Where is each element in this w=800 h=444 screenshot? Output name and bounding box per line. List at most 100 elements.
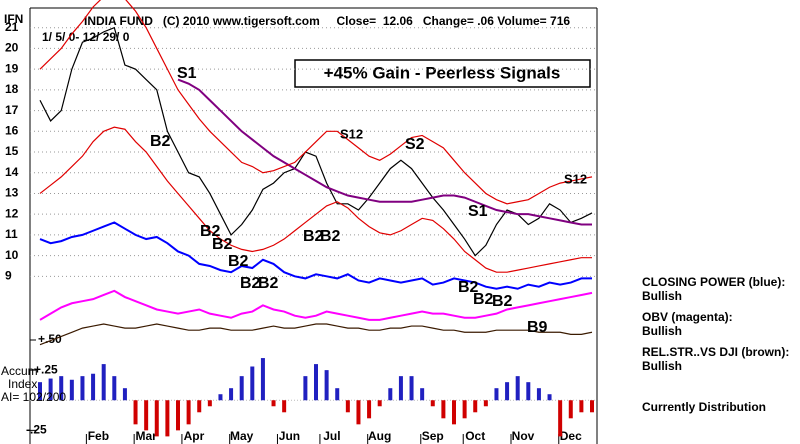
accum-bar bbox=[218, 394, 223, 401]
x-tick-label: Apr bbox=[184, 429, 205, 443]
signal-label: S1 bbox=[468, 203, 488, 220]
banner: +45% Gain - Peerless Signals bbox=[324, 63, 561, 82]
accum-bar bbox=[260, 358, 265, 401]
accum-bar bbox=[558, 400, 563, 437]
side-note: OBV (magenta): bbox=[642, 310, 733, 324]
accum-bar bbox=[101, 364, 106, 401]
x-tick-label: Mar bbox=[135, 429, 157, 443]
x-tick-label: May bbox=[230, 429, 254, 443]
accum-bar bbox=[515, 376, 520, 401]
accum-bar bbox=[441, 400, 446, 419]
accum-bar bbox=[229, 388, 234, 401]
accum-bar bbox=[112, 376, 117, 401]
accum-bar bbox=[122, 388, 127, 401]
accum-bar bbox=[80, 376, 85, 401]
accum-bar bbox=[59, 376, 64, 401]
accum-bar bbox=[473, 400, 478, 413]
accum-bar bbox=[207, 400, 212, 407]
accum-bar bbox=[239, 376, 244, 401]
accum-bar bbox=[324, 370, 329, 401]
signal-label: S2 bbox=[405, 136, 425, 153]
panel-label: Index bbox=[8, 377, 37, 391]
y2-tick-label: -.25 bbox=[26, 423, 47, 437]
y-tick-label: 9 bbox=[5, 269, 12, 283]
signal-label: B2 bbox=[473, 291, 494, 308]
y-tick-label: 14 bbox=[5, 165, 19, 179]
y-tick-label: 13 bbox=[5, 186, 19, 200]
accum-bar bbox=[186, 400, 191, 425]
signal-label: B2 bbox=[303, 228, 324, 245]
banner-box bbox=[294, 59, 591, 88]
series-line bbox=[39, 126, 592, 273]
accum-bar bbox=[452, 400, 456, 425]
series-line bbox=[39, 26, 593, 257]
accum-bar bbox=[303, 376, 308, 401]
series-line bbox=[39, 289, 593, 321]
accum-bar bbox=[197, 400, 202, 413]
y-tick-label: 11 bbox=[5, 227, 18, 241]
accum-bar bbox=[271, 400, 276, 407]
x-tick-label: Nov bbox=[512, 429, 535, 443]
date-range: 1/ 5/ 0- 12/ 29/ 0 bbox=[42, 30, 130, 44]
signal-label: B2 bbox=[240, 275, 261, 292]
side-note: Bullish bbox=[642, 289, 682, 303]
accum-bar bbox=[494, 388, 499, 401]
accum-bar bbox=[568, 400, 573, 419]
accum-bar bbox=[377, 400, 382, 407]
y-tick-label: 19 bbox=[5, 61, 19, 75]
accum-bar bbox=[367, 400, 372, 419]
y-tick-label: 18 bbox=[5, 82, 19, 96]
x-tick-label: Aug bbox=[368, 429, 391, 443]
accum-bar bbox=[398, 376, 403, 401]
y-tick-label: 16 bbox=[5, 123, 19, 137]
signal-label: B2 bbox=[228, 253, 249, 270]
accum-bar bbox=[250, 366, 255, 401]
x-tick-label: Oct bbox=[465, 429, 485, 443]
x-tick-label: Jul bbox=[323, 429, 340, 443]
side-note: Bullish bbox=[642, 359, 682, 373]
side-note: Bullish bbox=[642, 324, 682, 338]
panel-label: AI= 102/200 bbox=[1, 390, 66, 404]
y-tick-label: 21 bbox=[5, 20, 19, 34]
accum-bar bbox=[91, 373, 96, 401]
accum-bar bbox=[505, 382, 510, 401]
series-line bbox=[39, 323, 593, 346]
signal-label: S12 bbox=[340, 126, 363, 141]
signal-label: B2 bbox=[458, 279, 479, 296]
accum-bar bbox=[579, 400, 584, 413]
signal-label: B9 bbox=[527, 319, 548, 336]
series-line bbox=[177, 78, 592, 226]
ticker: IFN bbox=[4, 12, 23, 26]
y-tick-label: 15 bbox=[5, 144, 19, 158]
y-tick-label: 20 bbox=[5, 41, 19, 55]
signal-label: B2 bbox=[200, 223, 221, 240]
accum-bar bbox=[409, 376, 414, 401]
accum-bar bbox=[48, 378, 53, 401]
accum-bar bbox=[420, 388, 425, 401]
accum-bar bbox=[430, 400, 435, 407]
series-line bbox=[39, 0, 593, 205]
panel-label: Accum bbox=[1, 364, 38, 378]
side-note: REL.STR..VS DJI (brown): bbox=[642, 345, 789, 359]
accum-bar bbox=[335, 388, 340, 401]
y-tick-label: 17 bbox=[5, 103, 19, 117]
accum-bar bbox=[133, 400, 138, 425]
signal-label: B2 bbox=[212, 236, 233, 253]
side-note: CLOSING POWER (blue): bbox=[642, 275, 785, 289]
accum-bar bbox=[590, 400, 594, 413]
x-tick-label: Jun bbox=[279, 429, 300, 443]
signal-label: S1 bbox=[177, 65, 197, 82]
signal-label: B2 bbox=[492, 293, 513, 310]
chart-title: INDIA FUND (C) 2010 www.tigersoft.com Cl… bbox=[84, 14, 570, 28]
signal-label: B2 bbox=[258, 275, 279, 292]
x-tick-label: Dec bbox=[560, 429, 582, 443]
accum-bar bbox=[547, 394, 552, 401]
signal-label: B2 bbox=[320, 228, 341, 245]
side-note: Currently Distribution bbox=[642, 400, 766, 414]
accum-bar bbox=[314, 364, 318, 401]
accum-bar bbox=[536, 388, 541, 401]
accum-bar bbox=[38, 382, 42, 401]
accum-bar bbox=[144, 400, 149, 431]
